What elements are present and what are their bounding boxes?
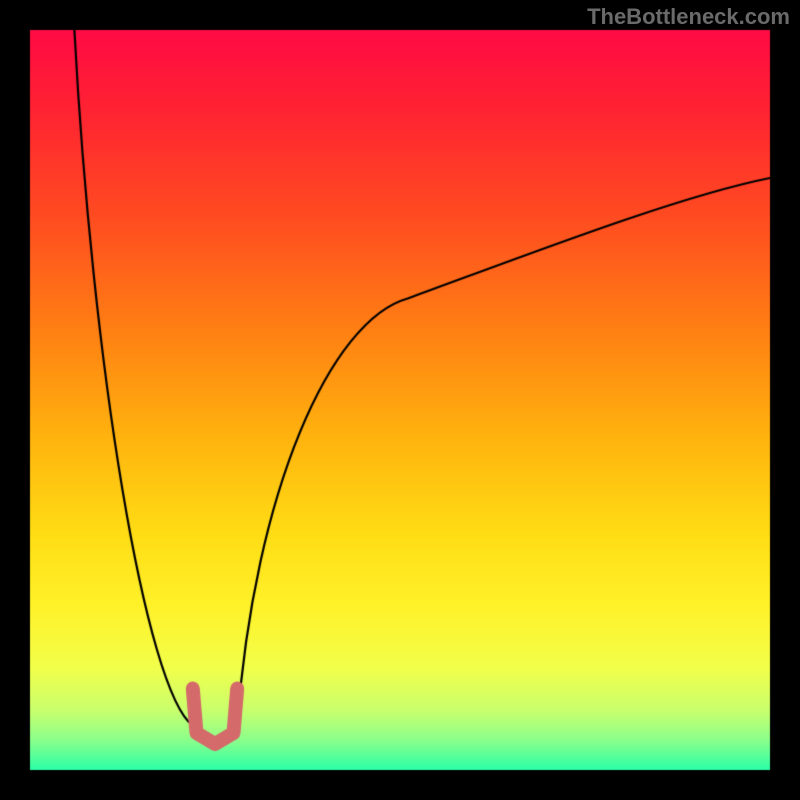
watermark-text: TheBottleneck.com: [587, 4, 790, 30]
bottleneck-chart-canvas: [0, 0, 800, 800]
chart-container: TheBottleneck.com: [0, 0, 800, 800]
